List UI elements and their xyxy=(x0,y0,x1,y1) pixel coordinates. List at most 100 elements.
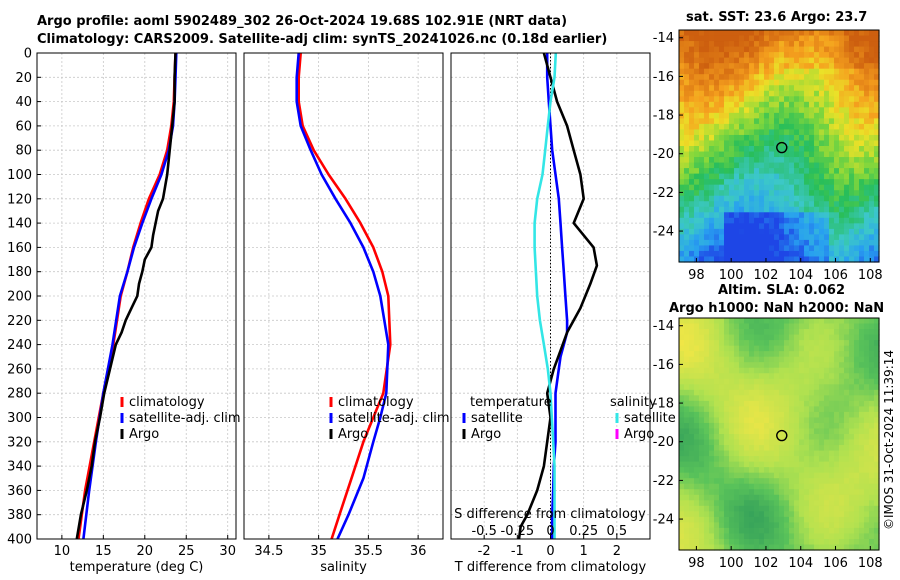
sst_map-cell xyxy=(684,134,690,142)
sst_map-cell xyxy=(834,206,840,213)
sst_map-cell xyxy=(724,157,730,164)
sst_map-cell xyxy=(829,201,835,208)
sst_map-cell xyxy=(874,239,880,247)
sst_map-cell xyxy=(704,41,710,48)
sst_map-cell xyxy=(844,85,850,92)
sst_map-cell xyxy=(754,63,760,70)
sst_map-cell xyxy=(849,85,855,92)
sla_map-cell xyxy=(859,373,865,380)
sst_map-cell xyxy=(874,107,880,114)
sla_map-cell xyxy=(789,395,795,402)
sst_map-cell xyxy=(859,46,865,53)
sla_map-cell xyxy=(784,362,790,369)
sla_map-cell xyxy=(849,367,855,374)
sst_map-cell xyxy=(699,118,705,125)
sla_map-cell xyxy=(704,428,710,435)
sst_map-cell xyxy=(794,146,800,153)
sla_map-cell xyxy=(849,538,855,546)
sst_map-cell xyxy=(709,179,715,186)
sst_map-cell xyxy=(734,151,740,158)
sst_map-cell xyxy=(854,201,860,208)
sla_map-cell xyxy=(689,340,695,347)
sst_map-cell xyxy=(874,68,880,75)
sst_map-cell xyxy=(859,201,865,208)
sla_map-cell xyxy=(784,406,790,413)
sst_map-cell xyxy=(839,173,845,180)
sst_map-cell xyxy=(839,134,845,142)
sst_map-cell xyxy=(799,101,805,108)
sst_map-cell xyxy=(814,234,820,241)
sla_map-cell xyxy=(784,389,790,396)
sla_map-cell xyxy=(839,406,845,413)
depth-ytick-label: 400 xyxy=(7,533,32,548)
sst_map-cell xyxy=(869,250,875,258)
sst_map-cell xyxy=(714,52,720,59)
sst_map-cell xyxy=(679,228,685,235)
sst_map-cell xyxy=(729,162,735,169)
sst_map-cell xyxy=(694,201,700,208)
sst_map-cell xyxy=(754,228,760,235)
sla_map-cell xyxy=(724,472,730,479)
sst_map-cell xyxy=(859,212,865,219)
sla_map-cell xyxy=(749,445,755,452)
sst_map-cell xyxy=(854,79,860,86)
sst_map-cell xyxy=(719,96,725,103)
sst_map-cell xyxy=(874,217,880,224)
sla_map-cell xyxy=(764,472,770,479)
sla_map-cell xyxy=(709,356,715,363)
sla_map-cell xyxy=(704,483,710,490)
sla_map-cell xyxy=(769,334,775,341)
sst_map-cell xyxy=(809,190,815,197)
sla_map-cell xyxy=(739,483,745,490)
sla_map-cell xyxy=(869,472,875,479)
sla_map-cell xyxy=(729,461,735,468)
sla_map-cell xyxy=(829,522,835,529)
sst_map-cell xyxy=(739,190,745,197)
sst_map-cell xyxy=(874,52,880,59)
sla_map-cell xyxy=(684,489,690,496)
sla_map-cell xyxy=(849,406,855,413)
sst_map-cell xyxy=(699,212,705,219)
sst_map-cell xyxy=(764,195,770,202)
sla_map-cell xyxy=(739,356,745,363)
sla_map-cell xyxy=(789,439,795,446)
sst_map-cell xyxy=(714,96,720,103)
sla_map-cell xyxy=(749,472,755,479)
sst_map-cell xyxy=(794,201,800,208)
sst_map-cell xyxy=(789,129,795,136)
sst_map-cell xyxy=(774,68,780,75)
sla_map-cell xyxy=(819,500,825,507)
sla_map-cell xyxy=(874,445,880,452)
sst_map-cell xyxy=(764,217,770,224)
sst_map-cell xyxy=(694,90,700,97)
sla_map-cell xyxy=(679,434,685,441)
sla_map-cell xyxy=(774,373,780,380)
sla_map-cell xyxy=(834,384,840,391)
sst_map-cell xyxy=(814,168,820,175)
sla_map-cell xyxy=(834,362,840,369)
diff-legend-temperature-label: Argo xyxy=(471,427,501,442)
sst_map-cell xyxy=(769,52,775,59)
sla_map-cell xyxy=(699,483,705,490)
sst_map-cell xyxy=(779,195,785,202)
sla_map-cell xyxy=(779,461,785,468)
sla_map-cell xyxy=(714,461,720,468)
sst_map-cell xyxy=(784,256,790,263)
sla_map-cell xyxy=(779,395,785,402)
sla_map-cell xyxy=(874,505,880,512)
sla_map-cell xyxy=(709,411,715,419)
sst_map-cell xyxy=(794,134,800,142)
sla_map-cell xyxy=(824,500,830,507)
sst_map-cell xyxy=(704,46,710,53)
sla_map-cell xyxy=(849,417,855,424)
sla_map-cell xyxy=(749,417,755,424)
sla_map-cell xyxy=(759,417,765,424)
sla_map-cell xyxy=(714,389,720,396)
sst_map-cell xyxy=(689,190,695,197)
sst_map-cell xyxy=(694,41,700,48)
sla_map-cell xyxy=(744,356,750,363)
sst_map-cell xyxy=(784,101,790,108)
sst_map-cell xyxy=(824,206,830,213)
sla_map-cell xyxy=(774,505,780,512)
